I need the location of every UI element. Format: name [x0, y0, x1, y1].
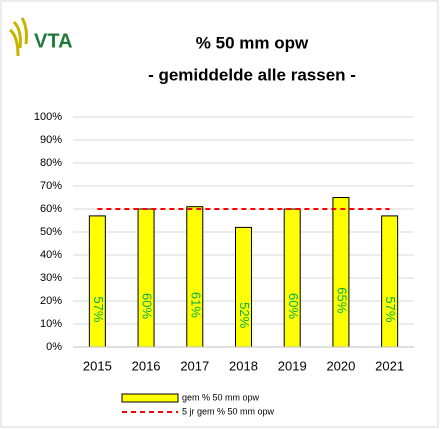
y-tick-label: 100% — [34, 111, 62, 123]
legend-label: 5 jr gem % 50 mm opw — [182, 406, 275, 416]
data-label: 57% — [383, 296, 398, 322]
y-tick-label: 60% — [40, 203, 62, 215]
y-tick-label: 50% — [40, 226, 62, 238]
data-label: 65% — [334, 287, 349, 313]
bar — [88, 215, 106, 348]
x-tick-label: 2018 — [229, 358, 258, 373]
data-label: 52% — [237, 302, 252, 328]
chart-subtitle: - gemiddelde alle rassen - — [148, 65, 356, 84]
y-tick-label: 10% — [40, 318, 62, 330]
y-tick-label: 40% — [40, 249, 62, 261]
y-tick-label: 30% — [40, 272, 62, 284]
x-tick-label: 2015 — [83, 358, 112, 373]
legend-swatch — [121, 393, 179, 403]
y-tick-label: 0% — [46, 341, 62, 353]
logo-text: VTA — [34, 30, 73, 52]
bar — [186, 206, 204, 348]
legend-label: gem % 50 mm opw — [182, 392, 260, 402]
bar — [235, 226, 252, 348]
x-tick-label: 2016 — [132, 358, 161, 373]
data-label: 61% — [188, 292, 203, 318]
bar — [137, 208, 155, 348]
y-tick-label: 70% — [40, 180, 62, 192]
bar — [283, 208, 301, 348]
x-tick-label: 2021 — [375, 358, 404, 373]
data-label: 57% — [91, 296, 106, 322]
y-tick-label: 20% — [40, 295, 62, 307]
logo-mark — [9, 17, 28, 57]
x-tick-label: 2017 — [180, 358, 209, 373]
bar — [332, 197, 350, 348]
chart-title: % 50 mm opw — [196, 33, 309, 52]
y-tick-label: 90% — [40, 134, 62, 146]
data-label: 60% — [140, 293, 155, 319]
y-tick-label: 80% — [40, 157, 62, 169]
data-label: 60% — [286, 293, 301, 319]
bar — [381, 215, 399, 348]
logo: VTA — [9, 17, 73, 57]
x-tick-label: 2019 — [278, 358, 307, 373]
x-tick-label: 2020 — [326, 358, 355, 373]
